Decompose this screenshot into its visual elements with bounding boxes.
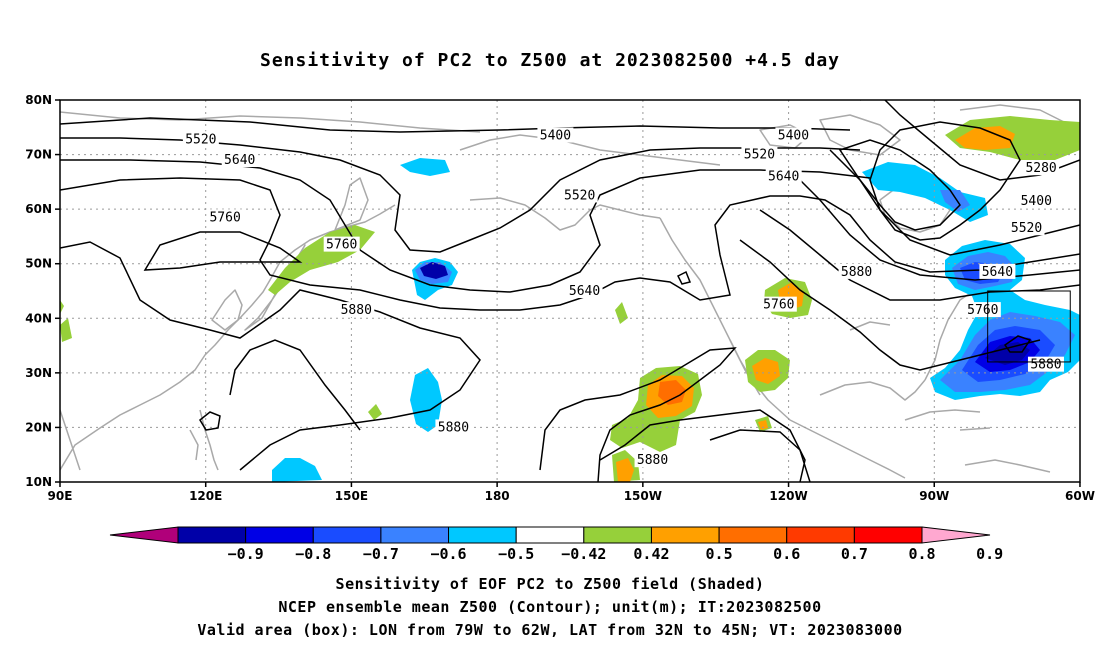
colorbar-label: −0.5: [498, 545, 534, 563]
colorbar-label: −0.9: [228, 545, 264, 563]
colorbar-segment: [177, 526, 247, 544]
contour-label: 5640: [982, 265, 1013, 280]
contour-label: 5400: [540, 128, 571, 143]
contour-label: 5640: [768, 169, 799, 184]
contour-label-bg: [182, 131, 219, 147]
contour-label: 5520: [1011, 221, 1042, 236]
colorbar-label: 0.42: [633, 545, 669, 563]
lat-tick-label: 50N: [25, 257, 52, 271]
contour-label: 5640: [224, 153, 255, 168]
lat-tick-label: 40N: [25, 311, 52, 325]
contour-label-bg: [838, 263, 875, 279]
contour-label: 5400: [778, 128, 809, 143]
colorbar-label: 0.5: [706, 545, 733, 563]
lat-tick-label: 60N: [25, 202, 52, 216]
contour-labels: 5520564057605760588054005520564058805400…: [182, 127, 1064, 468]
contour-label: 5880: [341, 303, 372, 318]
lon-tick-label: 150W: [624, 489, 662, 503]
colorbar-segment: [312, 526, 382, 544]
contour-label-bg: [561, 187, 598, 203]
colorbar: −0.9 −0.8 −0.7 −0.6 −0.5 −0.42 0.42 0.5 0.6 0.7 0.…: [109, 526, 1003, 563]
contour-label-bg: [338, 302, 375, 318]
colorbar-segment: [448, 526, 517, 544]
contour-label-bg: [765, 168, 802, 184]
lon-tick-label: 90W: [919, 489, 949, 503]
colorbar-label: 0.9: [976, 545, 1003, 563]
contour-label: 5520: [564, 189, 595, 204]
longitude-axis: 90E 120E 150E 180 150W 120W 90W 60W: [48, 482, 1095, 503]
contour-label: 5880: [637, 453, 668, 468]
contour-label-bg: [979, 263, 1016, 279]
contour-label-bg: [207, 209, 244, 225]
valid-area-box: [987, 290, 1071, 363]
contour-label: 5400: [1021, 194, 1052, 209]
lat-tick-label: 10N: [25, 475, 52, 489]
contour-label-bg: [1018, 192, 1055, 208]
lat-tick-label: 20N: [25, 420, 52, 434]
map-plot-area: 5520564057605760588054005520564058805400…: [60, 100, 1080, 482]
contour-label-bg: [221, 152, 258, 168]
colorbar-segment: [853, 526, 923, 544]
lon-tick-label: 90E: [48, 489, 73, 503]
contour-label: 5760: [326, 238, 357, 253]
contour-label-bg: [1008, 220, 1045, 236]
contour-label-bg: [1023, 160, 1060, 176]
contour-label-bg: [537, 127, 574, 143]
colorbar-segment: [515, 526, 585, 544]
latitude-axis: 10N 20N 30N 40N 50N 60N 70N 80N: [25, 93, 60, 489]
colorbar-max-arrow: [921, 526, 991, 544]
colorbar-label: 0.7: [841, 545, 868, 563]
lon-tick-label: 60W: [1065, 489, 1095, 503]
lon-tick-label: 150E: [335, 489, 368, 503]
contour-label: 5760: [209, 210, 240, 225]
contour-label: 5520: [744, 148, 775, 163]
contour-label: 5760: [967, 303, 998, 318]
contour-label: 5880: [1030, 358, 1061, 373]
lat-tick-label: 30N: [25, 366, 52, 380]
colorbar-segment: [718, 526, 788, 544]
contour-label-bg: [566, 283, 603, 298]
contour-label: 5280: [1025, 161, 1056, 176]
lon-tick-label: 120W: [769, 489, 807, 503]
contour-label-bg: [634, 452, 671, 468]
map-frame: [59, 99, 1081, 483]
contour-label: 5520: [185, 132, 216, 147]
contour-label-bg: [323, 236, 360, 252]
colorbar-label: −0.42: [561, 545, 606, 563]
lat-tick-label: 80N: [25, 93, 52, 107]
colorbar-label: −0.8: [295, 545, 331, 563]
contour-label: 5880: [438, 420, 469, 435]
caption-line-2: NCEP ensemble mean Z500 (Contour); unit(…: [278, 598, 822, 616]
colorbar-min-arrow: [109, 526, 179, 544]
contour-label-bg: [775, 127, 812, 143]
colorbar-label: −0.6: [430, 545, 466, 563]
lon-tick-label: 120E: [189, 489, 222, 503]
colorbar-segment: [380, 526, 450, 544]
colorbar-segment: [786, 526, 855, 544]
map-title: Sensitivity of PC2 to Z500 at 2023082500…: [259, 50, 840, 71]
caption-line-1: Sensitivity of EOF PC2 to Z500 field (Sh…: [335, 575, 765, 593]
colorbar-segment: [583, 526, 652, 544]
contour-label: 5640: [569, 284, 600, 299]
colorbar-segment: [650, 526, 720, 544]
contour-label-bg: [964, 302, 1001, 318]
z500-contours: [60, 100, 1080, 482]
contour-label: 5760: [763, 298, 794, 313]
colorbar-label: −0.7: [363, 545, 399, 563]
contour-label-bg: [760, 296, 797, 312]
contour-label: 5880: [841, 265, 872, 280]
colorbar-segment: [245, 526, 314, 544]
contour-label-bg: [435, 419, 472, 435]
colorbar-label: 0.8: [908, 545, 935, 563]
caption-line-3: Valid area (box): LON from 79W to 62W, L…: [197, 621, 903, 639]
contour-label-bg: [1027, 356, 1064, 372]
contour-label-bg: [741, 146, 778, 162]
lon-tick-label: 180: [485, 489, 510, 503]
colorbar-label: 0.6: [773, 545, 800, 563]
lat-tick-label: 70N: [25, 148, 52, 162]
